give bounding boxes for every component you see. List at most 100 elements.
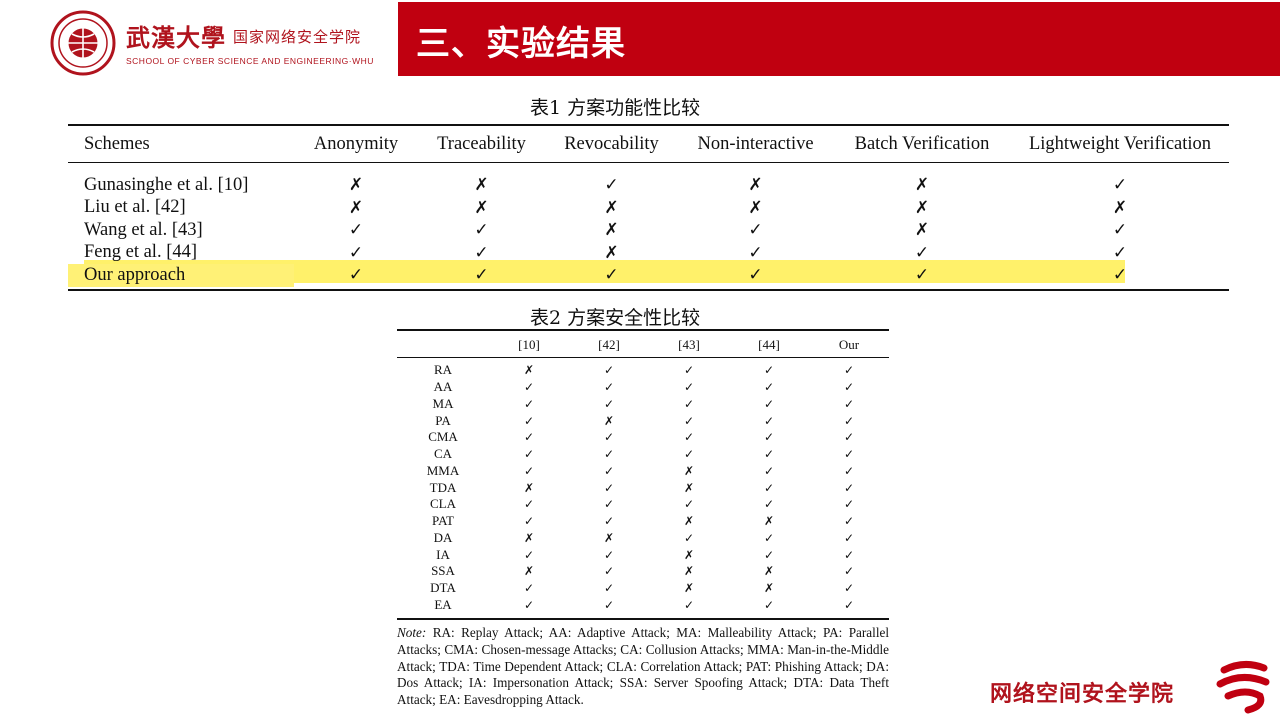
table-row: DA ✗ ✗ ✓ ✓ ✓	[397, 530, 889, 547]
mark-cell: ✓	[683, 530, 695, 545]
mark-cell: ✗	[348, 197, 364, 218]
attack-abbreviation: DA	[433, 529, 453, 545]
table-row: PAT ✓ ✓ ✗ ✗ ✓	[397, 513, 889, 530]
school-emblem-logo	[1216, 661, 1270, 714]
mark-cell: ✓	[603, 380, 615, 395]
column-header: [10]	[518, 337, 540, 352]
mark-cell: ✗	[748, 175, 763, 196]
column-header: Non-interactive	[697, 134, 814, 154]
mark-cell: ✓	[748, 242, 763, 263]
column-header: [42]	[598, 337, 620, 352]
attack-abbreviation: DTA	[430, 580, 456, 596]
table-row: MA ✓ ✓ ✓ ✓ ✓	[397, 396, 889, 413]
mark-cell: ✗	[914, 175, 930, 196]
mark-cell: ✓	[843, 564, 855, 579]
mark-cell: ✓	[348, 220, 364, 241]
table1-mid-rule	[68, 162, 1229, 163]
table-row: Liu et al. [42] ✗ ✗ ✗ ✗ ✗ ✗	[68, 197, 1229, 220]
mark-cell: ✓	[603, 564, 615, 579]
attack-abbreviation: TDA	[429, 479, 457, 495]
mark-cell: ✓	[763, 396, 775, 411]
functionality-comparison-table: Schemes Anonymity Traceability Revocabil…	[68, 127, 1229, 287]
mark-cell: ✓	[523, 497, 535, 512]
table-row: Gunasinghe et al. [10] ✗ ✗ ✓ ✗ ✗ ✓	[68, 174, 1229, 197]
security-comparison-table: [10] [42] [43] [44] Our RA ✗ ✓ ✓ ✓ ✓ AA ✓ ✓ ✓ ✓ ✓ MA…	[397, 332, 889, 613]
mark-cell: ✓	[683, 380, 695, 395]
footer-school-name: 网络空间安全学院	[990, 681, 1175, 707]
table2-top-rule	[397, 329, 889, 331]
table1-bottom-rule	[68, 289, 1229, 291]
mark-cell: ✓	[843, 463, 855, 478]
mark-cell: ✓	[1112, 175, 1128, 196]
table-row: DTA ✓ ✓ ✗ ✗ ✓	[397, 580, 889, 597]
mark-cell: ✓	[474, 265, 489, 286]
mark-cell: ✓	[763, 497, 775, 512]
attack-abbreviation: CMA	[428, 429, 458, 445]
mark-cell: ✓	[348, 242, 364, 263]
mark-cell: ✗	[683, 480, 695, 495]
mark-cell: ✗	[683, 514, 695, 529]
table-row: EA ✓ ✓ ✓ ✓ ✓	[397, 597, 889, 614]
mark-cell: ✓	[523, 396, 535, 411]
table2-mid-rule	[397, 357, 889, 358]
mark-cell: ✗	[348, 175, 364, 196]
mark-cell: ✓	[914, 242, 930, 263]
attack-abbreviation: CA	[433, 446, 453, 462]
attack-abbreviation: RA	[433, 362, 453, 378]
mark-cell: ✓	[1112, 220, 1128, 241]
table-row: TDA ✗ ✓ ✗ ✓ ✓	[397, 479, 889, 496]
table2-bottom-rule	[397, 618, 889, 620]
mark-cell: ✓	[603, 581, 615, 596]
attack-abbreviation: SSA	[431, 563, 455, 579]
mark-cell: ✓	[603, 480, 615, 495]
column-header: Batch Verification	[854, 134, 990, 154]
mark-cell: ✗	[914, 220, 930, 241]
mark-cell: ✓	[843, 396, 855, 411]
mark-cell: ✓	[474, 220, 489, 241]
mark-cell: ✓	[683, 363, 695, 378]
mark-cell: ✓	[603, 514, 615, 529]
attack-abbreviation: MA	[432, 395, 454, 411]
mark-cell: ✓	[523, 581, 535, 596]
mark-cell: ✓	[348, 265, 364, 286]
mark-cell: ✓	[763, 597, 775, 612]
mark-cell: ✓	[683, 413, 695, 428]
mark-cell: ✓	[843, 430, 855, 445]
section-title: 三、实验结果	[416, 24, 626, 64]
table-row: CA ✓ ✓ ✓ ✓ ✓	[397, 446, 889, 463]
mark-cell: ✓	[843, 530, 855, 545]
mark-cell: ✓	[843, 380, 855, 395]
note-text: RA: Replay Attack; AA: Adaptive Attack; …	[397, 625, 890, 708]
mark-cell: ✓	[914, 265, 930, 286]
mark-cell: ✓	[1112, 265, 1128, 286]
column-header: Revocability	[564, 134, 659, 154]
mark-cell: ✗	[763, 581, 775, 596]
mark-cell: ✓	[843, 413, 855, 428]
attack-abbreviation: CLA	[430, 496, 456, 512]
table-row: Feng et al. [44] ✓ ✓ ✗ ✓ ✓ ✓	[68, 242, 1229, 265]
mark-cell: ✗	[523, 564, 535, 579]
university-seal-logo	[50, 10, 116, 76]
mark-cell: ✗	[683, 581, 695, 596]
table-row: IA ✓ ✓ ✗ ✓ ✓	[397, 546, 889, 563]
column-header: Schemes	[84, 134, 150, 154]
mark-cell: ✓	[604, 175, 619, 196]
mark-cell: ✓	[683, 447, 695, 462]
mark-cell: ✓	[604, 265, 619, 286]
mark-cell: ✗	[748, 197, 763, 218]
mark-cell: ✗	[683, 463, 695, 478]
mark-cell: ✓	[523, 413, 535, 428]
mark-cell: ✓	[603, 396, 615, 411]
mark-cell: ✓	[748, 265, 763, 286]
mark-cell: ✓	[843, 581, 855, 596]
university-name: 武漢大學	[126, 23, 226, 52]
mark-cell: ✓	[523, 597, 535, 612]
mark-cell: ✓	[603, 447, 615, 462]
mark-cell: ✓	[603, 547, 615, 562]
table-row: AA ✓ ✓ ✓ ✓ ✓	[397, 379, 889, 396]
table-row: RA ✗ ✓ ✓ ✓ ✓	[397, 362, 889, 379]
scheme-name: Gunasinghe et al. [10]	[84, 174, 249, 195]
mark-cell: ✗	[523, 480, 535, 495]
mark-cell: ✓	[843, 363, 855, 378]
attack-abbreviation: MMA	[426, 462, 460, 478]
